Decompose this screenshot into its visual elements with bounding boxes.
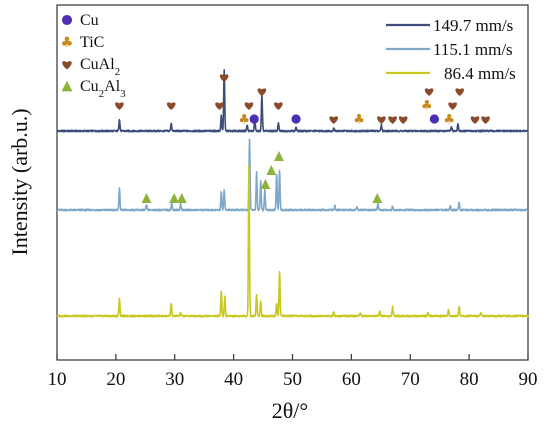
phase-marker-cual2-10 bbox=[329, 116, 339, 124]
phase-marker-cu-6 bbox=[249, 114, 259, 124]
phase-marker-cual2-8 bbox=[274, 102, 283, 110]
legend-label-115: 115.1 mm/s bbox=[433, 40, 513, 59]
x-tick-label-40: 40 bbox=[224, 369, 243, 390]
phase-marker-cu-9 bbox=[291, 114, 301, 124]
phase-marker-cual2-21 bbox=[470, 116, 480, 124]
series-layer bbox=[56, 68, 529, 318]
phase-legend-label-cu: Cu bbox=[80, 12, 99, 29]
series-line-0 bbox=[56, 68, 529, 133]
series-legend: 149.7 mm/s 115.1 mm/s 86.4 mm/s bbox=[386, 16, 516, 83]
phase-marker-cual2-3 bbox=[219, 74, 229, 82]
phase-marker-cual2-19 bbox=[455, 88, 465, 96]
phase-marker-cual2-12 bbox=[377, 116, 386, 124]
phase-marker-tic-11: ♣ bbox=[353, 113, 365, 128]
phase-marker-cual2-22 bbox=[481, 116, 490, 124]
phase-marker-cu2al3-27 bbox=[266, 165, 277, 175]
x-tick-label-90: 90 bbox=[519, 369, 538, 390]
phase-marker-cu2al3-24 bbox=[169, 193, 180, 203]
x-tick-label-50: 50 bbox=[283, 369, 302, 390]
x-tick-label-30: 30 bbox=[165, 369, 184, 390]
phase-marker-cu2al3-25 bbox=[176, 193, 187, 203]
x-tick-label-20: 20 bbox=[106, 369, 125, 390]
phase-legend-symbols: ♣ bbox=[61, 14, 74, 92]
phase-marker-layer: ♣ ♣ ♣ ♣ bbox=[115, 74, 490, 203]
phase-legend-label-cual2: CuAl2 bbox=[80, 56, 120, 78]
phase-legend-symbol-tic: ♣ bbox=[61, 35, 74, 51]
phase-marker-cual2-18 bbox=[448, 102, 457, 110]
phase-marker-cu2al3-23 bbox=[141, 193, 152, 203]
x-axis-ticks: 10 20 30 40 50 60 70 80 90 bbox=[48, 354, 538, 390]
phase-legend-symbol-cu2al3 bbox=[61, 80, 73, 92]
series-line-2 bbox=[56, 164, 529, 318]
phase-marker-tic-4: ♣ bbox=[238, 113, 250, 128]
phase-marker-cu2al3-29 bbox=[372, 193, 383, 203]
phase-marker-cual2-14 bbox=[398, 116, 408, 124]
x-tick-label-70: 70 bbox=[401, 369, 420, 390]
x-tick-label-10: 10 bbox=[48, 369, 67, 390]
y-axis-title: Intensity (arb.u.) bbox=[7, 108, 32, 255]
phase-marker-cual2-13 bbox=[388, 116, 397, 124]
phase-marker-cual2-5 bbox=[244, 102, 254, 110]
phase-marker-cual2-2 bbox=[215, 102, 224, 110]
phase-legend-symbol-cu bbox=[61, 14, 73, 26]
phase-marker-cu2al3-26 bbox=[260, 179, 271, 189]
phase-marker-tic-20: ♣ bbox=[443, 113, 455, 128]
phase-marker-cual2-7 bbox=[257, 88, 267, 96]
phase-legend: ♣ Cu TiC CuAl2 Cu2Al3 bbox=[61, 12, 127, 100]
phase-marker-tic-16: ♣ bbox=[421, 99, 433, 114]
phase-marker-cu2al3-28 bbox=[274, 151, 284, 161]
legend-label-86: 86.4 mm/s bbox=[444, 64, 516, 83]
x-tick-label-80: 80 bbox=[460, 369, 479, 390]
phase-marker-cual2-0 bbox=[115, 102, 124, 110]
x-axis-title: 2θ/° bbox=[272, 398, 308, 423]
phase-legend-label-tic: TiC bbox=[80, 34, 104, 51]
series-line-1 bbox=[56, 138, 529, 212]
phase-marker-cual2-1 bbox=[166, 102, 176, 110]
legend-label-149: 149.7 mm/s bbox=[433, 16, 513, 35]
phase-marker-cual2-15 bbox=[424, 88, 434, 96]
phase-legend-symbol-cual2 bbox=[62, 61, 72, 70]
phase-legend-label-cu2al3: Cu2Al3 bbox=[80, 78, 126, 100]
phase-marker-cu-17 bbox=[429, 114, 440, 124]
x-tick-label-60: 60 bbox=[342, 369, 361, 390]
